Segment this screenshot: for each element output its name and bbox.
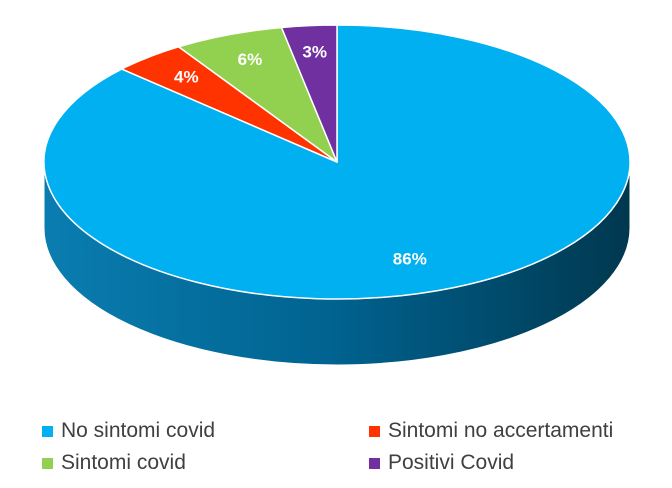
legend-item-sintomi-covid: Sintomi covid: [42, 448, 186, 478]
legend-swatch: [369, 425, 380, 437]
data-label-no-sintomi-covid: 86%: [393, 249, 427, 268]
legend-label: Sintomi no accertamenti: [388, 419, 614, 442]
legend-label: Positivi Covid: [388, 451, 515, 474]
pie-slice-positivi-covid: [280, 24, 338, 163]
data-label-positivi-covid: 3%: [302, 42, 327, 61]
legend-item-no-sintomi-covid: No sintomi covid: [42, 416, 215, 446]
legend-swatch: [42, 457, 53, 469]
legend-item-sintomi-no-accertamenti: Sintomi no accertamenti: [369, 416, 613, 446]
legend: No sintomi covid Sintomi no accertamenti…: [0, 412, 672, 482]
legend-label: No sintomi covid: [61, 419, 216, 442]
legend-swatch: [42, 425, 53, 437]
pie-data-labels: 86% 4% 6% 3%: [174, 42, 427, 268]
legend-swatch: [369, 457, 380, 469]
legend-label: Sintomi covid: [61, 451, 186, 474]
data-label-sintomi-covid: 6%: [238, 50, 263, 69]
pie-top-face: [43, 24, 631, 300]
legend-item-positivi-covid: Positivi Covid: [369, 448, 514, 478]
data-label-sintomi-no-accertamenti: 4%: [174, 67, 199, 86]
